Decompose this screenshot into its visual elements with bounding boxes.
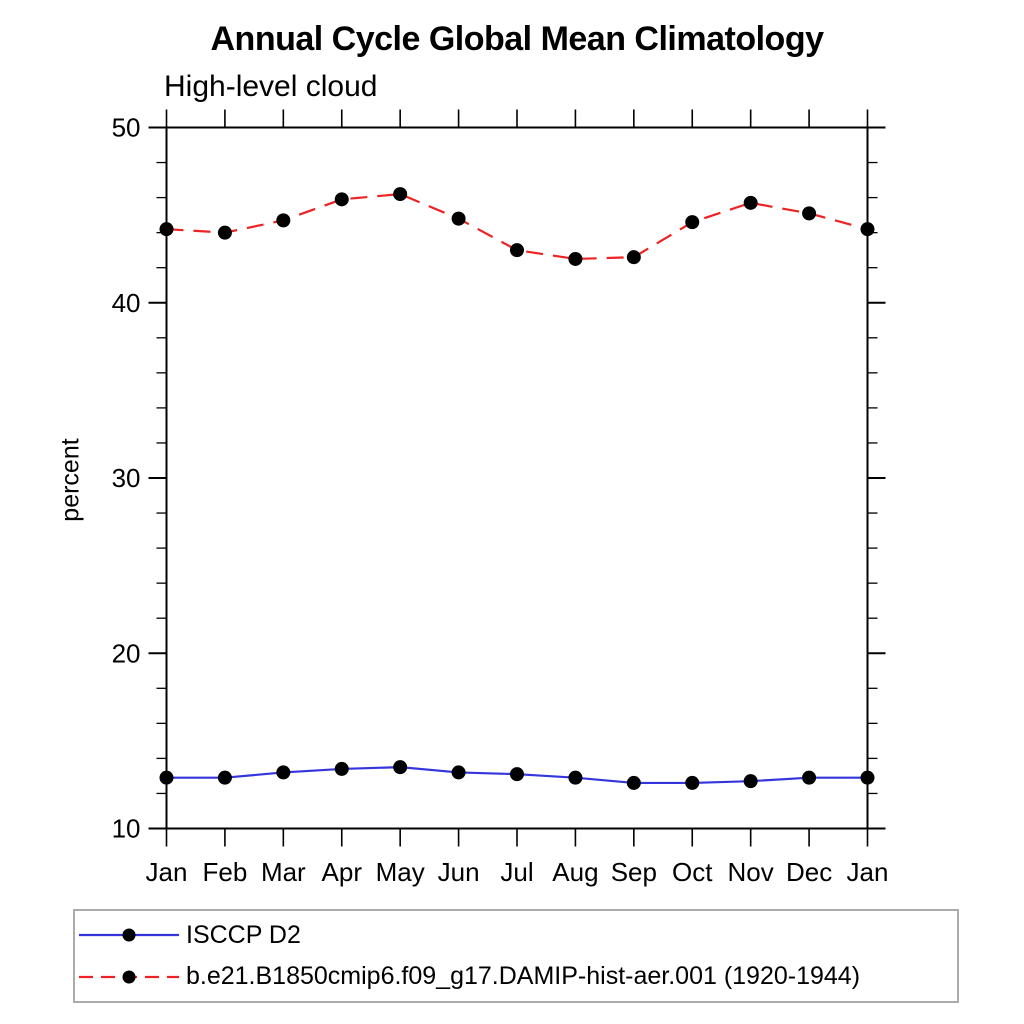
data-point (626, 775, 641, 790)
chart-subtitle: High-level cloud (164, 70, 378, 103)
data-point (743, 195, 758, 210)
data-point (860, 770, 875, 785)
data-point (451, 211, 466, 226)
data-point (568, 251, 583, 266)
x-tick-label: Jul (500, 857, 533, 887)
data-point (685, 215, 700, 230)
data-point (217, 225, 232, 240)
x-tick-label: Mar (261, 857, 306, 887)
x-tick-label: Jun (438, 857, 480, 887)
data-point (217, 770, 232, 785)
data-point (159, 222, 174, 237)
data-point (276, 765, 291, 780)
y-tick-label: 40 (112, 288, 141, 318)
data-point (393, 760, 408, 775)
legend-sample-marker (122, 970, 136, 984)
legend-line-sample-solid (79, 928, 179, 942)
data-point (626, 250, 641, 265)
data-point (860, 222, 875, 237)
x-tick-label: Sep (611, 857, 657, 887)
x-tick-label: Aug (552, 857, 598, 887)
legend: ISCCP D2 b.e21.B1850cmip6.f09_g17.DAMIP-… (73, 909, 959, 1003)
x-tick-label: Feb (203, 857, 248, 887)
data-point (334, 761, 349, 776)
legend-item-isccp: ISCCP D2 (75, 918, 957, 952)
x-tick-label: Oct (672, 857, 713, 887)
x-tick-label: Jan (146, 857, 188, 887)
data-point (510, 767, 524, 782)
data-point (802, 770, 817, 785)
x-tick-label: Dec (786, 857, 832, 887)
data-point (568, 770, 583, 785)
y-tick-label: 30 (112, 463, 141, 493)
data-point (685, 775, 700, 790)
legend-item-model: b.e21.B1850cmip6.f09_g17.DAMIP-hist-aer.… (75, 960, 957, 994)
data-point (510, 243, 524, 258)
x-tick-label: May (376, 857, 425, 887)
legend-sample-marker (122, 928, 136, 942)
data-point (334, 192, 349, 207)
chart-title: Annual Cycle Global Mean Climatology (210, 20, 825, 58)
y-tick-label: 10 (112, 814, 141, 844)
data-point (451, 765, 466, 780)
data-point (159, 770, 174, 785)
legend-label: ISCCP D2 (186, 920, 301, 949)
legend-line-sample-dashed (79, 970, 179, 984)
x-tick-label: Jan (847, 857, 889, 887)
data-point (743, 774, 758, 789)
data-point (393, 187, 408, 202)
axis-frame (165, 126, 869, 830)
legend-label: b.e21.B1850cmip6.f09_g17.DAMIP-hist-aer.… (186, 962, 861, 991)
data-point (802, 206, 817, 221)
x-tick-label: Apr (322, 857, 363, 887)
data-point (276, 213, 291, 228)
y-tick-label: 50 (112, 113, 141, 143)
y-tick-label: 20 (112, 638, 141, 668)
x-tick-label: Nov (728, 857, 774, 887)
